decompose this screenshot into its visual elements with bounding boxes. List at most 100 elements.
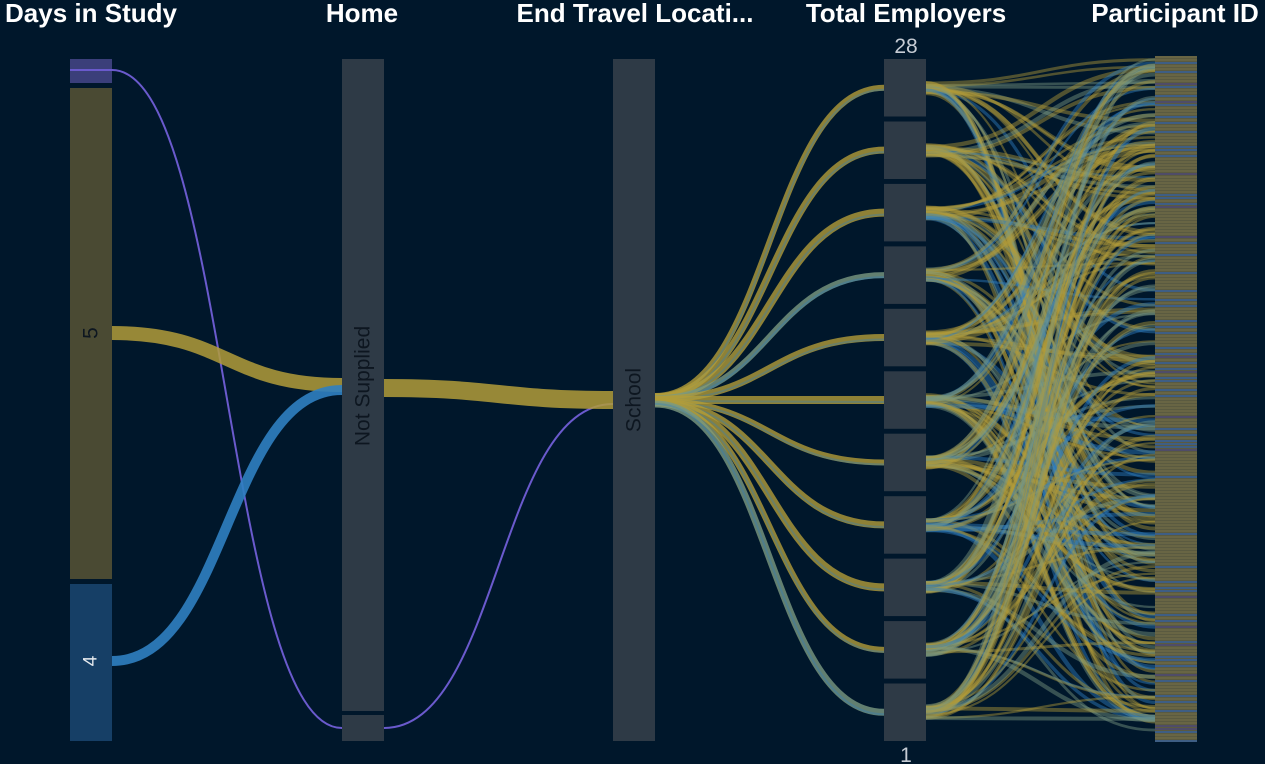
flow-employers-to-participant <box>925 162 1156 528</box>
participant-stripe <box>1155 329 1197 331</box>
participant-stripe <box>1155 296 1197 298</box>
flow-employers-to-participant <box>925 78 1156 156</box>
participant-stripe <box>1155 341 1197 343</box>
employers-range-min: 1 <box>900 744 912 764</box>
participant-stripe <box>1155 392 1197 394</box>
employers-bar-5[interactable] <box>884 371 926 429</box>
flow-employers-to-participant <box>925 146 1156 221</box>
flow-employers-to-participant <box>925 153 1156 389</box>
participant-stripe <box>1155 137 1197 139</box>
participant-stripe <box>1155 83 1197 85</box>
employers-bar-0[interactable] <box>884 59 926 117</box>
participant-stripe <box>1155 476 1197 478</box>
participant-stripe <box>1155 380 1197 382</box>
home-bar-other[interactable] <box>342 715 384 741</box>
participant-stripe <box>1155 677 1197 679</box>
flow-employers-to-participant <box>925 232 1156 646</box>
participant-stripe <box>1155 74 1197 76</box>
participant-stripe <box>1155 731 1197 733</box>
participant-stripe <box>1155 236 1197 238</box>
employers-bar-6[interactable] <box>884 433 926 492</box>
participant-stripe <box>1155 140 1197 142</box>
employers-bar-3[interactable] <box>884 246 926 304</box>
participant-stripe <box>1155 437 1197 439</box>
participant-stripe <box>1155 209 1197 211</box>
participant-stripe <box>1155 506 1197 508</box>
participant-stripe <box>1155 656 1197 658</box>
flow-employers-to-participant <box>925 277 1156 518</box>
participant-stripe <box>1155 719 1197 721</box>
participant-stripe <box>1155 290 1197 292</box>
participant-stripe <box>1155 398 1197 400</box>
flow-employers-to-participant <box>925 392 1156 532</box>
employers-bar-4[interactable] <box>884 308 926 367</box>
flow-employers-to-participant <box>925 464 1156 501</box>
flow-school-to-employers-blue-1 <box>654 151 885 400</box>
participant-stripe <box>1155 680 1197 682</box>
flow-employers-to-participant <box>925 128 1156 337</box>
flow-employers-to-participant <box>925 463 1156 489</box>
home-bar-not-supplied[interactable] <box>342 59 384 711</box>
flow-employers-to-participant <box>925 150 1156 179</box>
flow-employers-to-participant <box>925 276 1156 711</box>
flow-employers-to-participant <box>925 95 1156 594</box>
flow-employers-to-participant <box>925 716 1156 721</box>
participant-stripe <box>1155 248 1197 250</box>
participant-stripe <box>1155 197 1197 199</box>
flow-days-other-to-home-other <box>111 69 343 729</box>
participant-stripe <box>1155 293 1197 295</box>
employers-bar-10[interactable] <box>884 683 926 742</box>
employers-bar-9[interactable] <box>884 621 926 679</box>
flow-employers-to-participant <box>925 404 1156 723</box>
participant-stripe <box>1155 191 1197 193</box>
flow-employers-to-participant <box>925 191 1156 524</box>
flow-employers-to-participant <box>925 270 1156 541</box>
participant-stripe <box>1155 608 1197 610</box>
employers-bar-2[interactable] <box>884 183 926 242</box>
days-bar-highlight <box>70 69 112 71</box>
flow-employers-to-participant <box>925 379 1156 647</box>
participant-stripe <box>1155 470 1197 472</box>
flow-employers-to-participant <box>925 66 1156 714</box>
days-bar-2[interactable] <box>70 584 112 741</box>
participant-stripe <box>1155 308 1197 310</box>
flow-employers-to-participant <box>925 546 1156 584</box>
flow-employers-to-participant <box>925 151 1156 565</box>
participant-stripe <box>1155 536 1197 538</box>
flow-employers-to-participant <box>925 320 1156 650</box>
participant-stripe <box>1155 305 1197 307</box>
flow-employers-to-participant <box>925 58 1156 521</box>
participant-stripe <box>1155 173 1197 175</box>
flow-employers-to-participant <box>925 211 1156 427</box>
end-bar-school[interactable] <box>613 59 655 741</box>
participant-stripe <box>1155 473 1197 475</box>
participant-stripe <box>1155 521 1197 523</box>
flow-employers-to-participant <box>925 524 1156 720</box>
flow-employers-to-participant <box>925 147 1156 200</box>
flow-employers-to-participant <box>925 393 1156 625</box>
employers-bar-1[interactable] <box>884 121 926 180</box>
employers-bar-7[interactable] <box>884 496 926 554</box>
flow-employers-to-participant <box>925 206 1156 528</box>
participant-stripe <box>1155 644 1197 646</box>
flow-employers-to-participant <box>925 333 1156 621</box>
participant-stripe <box>1155 428 1197 430</box>
participant-stripe <box>1155 611 1197 613</box>
employers-bar-8[interactable] <box>884 558 926 617</box>
flow-employers-to-participant <box>925 215 1156 241</box>
flow-employers-to-participant <box>925 587 1156 679</box>
flow-employers-to-participant <box>925 565 1156 713</box>
flow-employers-to-participant <box>925 641 1156 654</box>
flow-employers-to-participant <box>925 207 1156 258</box>
days-bar-1[interactable] <box>70 88 112 579</box>
dimension-title-employers: Total Employers <box>806 0 1006 28</box>
flow-employers-to-participant <box>925 580 1156 709</box>
participant-stripe <box>1155 494 1197 496</box>
flow-employers-to-participant <box>925 415 1156 593</box>
flow-employers-to-participant <box>925 524 1156 554</box>
flow-employers-to-participant <box>925 101 1156 402</box>
flow-employers-to-participant <box>925 400 1156 719</box>
participant-stripe <box>1155 353 1197 355</box>
flow-employers-to-participant <box>925 420 1156 714</box>
participant-stripe <box>1155 356 1197 358</box>
